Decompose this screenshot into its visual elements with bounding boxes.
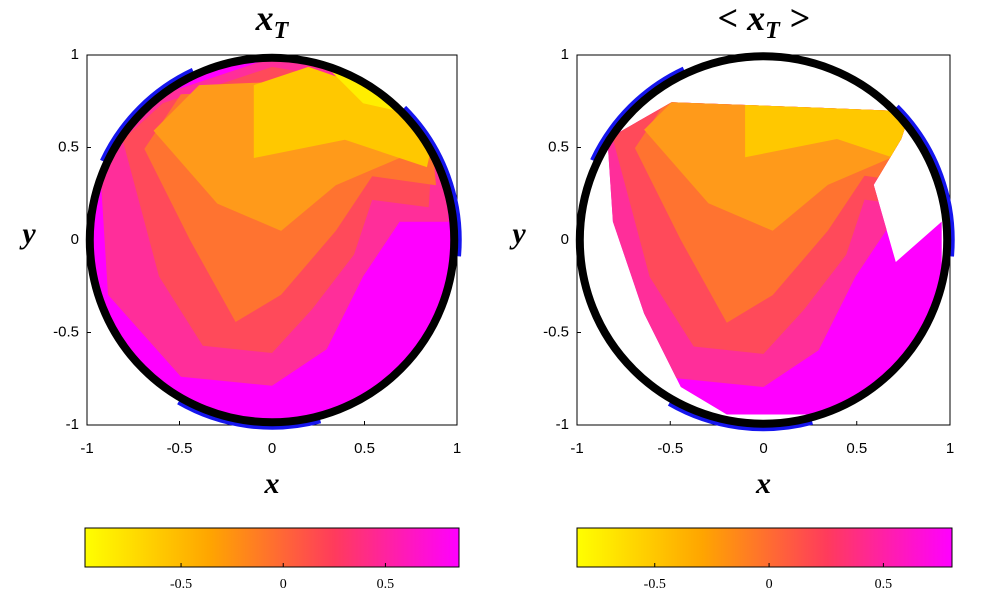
y-tick-label: -0.5 xyxy=(53,323,79,340)
y-axis-label: y xyxy=(509,217,526,250)
contour-level xyxy=(326,63,433,146)
boundary-inlet xyxy=(590,66,685,162)
colorbar-tick-label: 0 xyxy=(766,577,773,592)
colorbar-tick-label: -0.5 xyxy=(644,577,666,592)
x-tick-label: 0.5 xyxy=(846,440,867,457)
boundary-inlet xyxy=(667,401,813,432)
title-part: < x xyxy=(718,0,766,38)
x-tick-label: 0 xyxy=(268,440,276,457)
y-tick-label: 0 xyxy=(561,231,569,248)
x-tick-label: 0 xyxy=(759,440,767,457)
boundary-inlet xyxy=(177,399,322,430)
y-tick-label: 0 xyxy=(71,231,79,248)
colorbar-tick-label: 0.5 xyxy=(377,577,395,592)
x-tick-label: -1 xyxy=(80,440,93,457)
x-axis-label: x xyxy=(264,467,280,500)
y-tick-label: 1 xyxy=(71,46,79,63)
chart-title: < xT > xyxy=(718,0,810,44)
title-part: > xyxy=(780,0,810,38)
x-tick-label: 1 xyxy=(946,440,954,457)
x-tick-label: 1 xyxy=(453,440,461,457)
y-tick-label: -1 xyxy=(66,416,79,433)
colorbar xyxy=(84,527,460,568)
colorbar-tick-label: -0.5 xyxy=(170,577,192,592)
x-tick-label: -0.5 xyxy=(167,440,193,457)
contour-level xyxy=(745,102,933,167)
boundary-inlet xyxy=(402,105,462,257)
x-axis-label: x xyxy=(755,467,771,500)
colorbar xyxy=(576,527,953,568)
boundary-inlet xyxy=(100,68,194,162)
contour-field-masked xyxy=(607,102,942,415)
y-tick-label: 1 xyxy=(561,46,569,63)
chart-title: xT xyxy=(255,0,290,44)
boundary-inlet xyxy=(895,104,955,257)
title-part: x xyxy=(255,0,274,38)
contour-level xyxy=(253,66,440,168)
y-axis-label: y xyxy=(19,217,36,250)
x-tick-label: -1 xyxy=(570,440,583,457)
x-tick-label: 0.5 xyxy=(354,440,375,457)
title-part: T xyxy=(765,18,781,44)
y-tick-label: -1 xyxy=(556,416,569,433)
y-tick-label: 0.5 xyxy=(58,138,79,155)
y-tick-label: -0.5 xyxy=(543,323,569,340)
colorbar-tick-label: 0.5 xyxy=(875,577,893,592)
contour-field xyxy=(607,102,942,415)
contour-field xyxy=(89,57,455,423)
title-part: T xyxy=(274,18,290,44)
colorbar-tick-label: 0 xyxy=(280,577,287,592)
x-tick-label: -0.5 xyxy=(657,440,683,457)
y-tick-label: 0.5 xyxy=(548,138,569,155)
